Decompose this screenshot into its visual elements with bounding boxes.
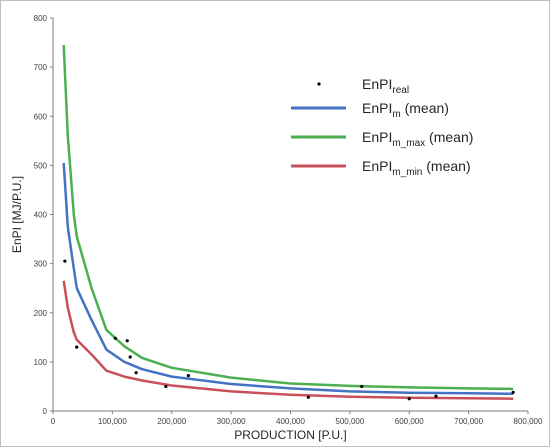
plot-area: 0 100,000 200,000 300,000 400,000 500,000 600,… [34, 14, 543, 426]
y-tick-label: 300 [34, 260, 48, 269]
scatter-point [360, 384, 364, 389]
scatter-point [407, 397, 411, 401]
x-ticks: 0 100,000 200,000 300,000 400,000 500,000 600,… [51, 411, 543, 426]
scatter-point [113, 336, 117, 340]
y-ticks: 0 100 200 300 400 500 600 700 800 [34, 14, 53, 416]
legend-label: EnPIm_max (mean) [362, 129, 473, 149]
y-tick-label: 400 [34, 211, 48, 220]
legend-label: EnPIreal [362, 76, 409, 96]
y-axis-title: EnPI [MJ/P.U.] [10, 176, 24, 253]
x-tick-label: 800,000 [514, 417, 543, 426]
legend-label: EnPIm (mean) [362, 100, 449, 120]
series-line-m-max [62, 44, 514, 391]
scatter-point [125, 339, 129, 343]
x-tick-label: 400,000 [276, 417, 305, 426]
scatter-point [75, 345, 79, 349]
scatter-point [434, 394, 438, 398]
y-tick-label: 200 [34, 309, 48, 318]
series-line-m [62, 162, 514, 396]
y-tick-label: 800 [34, 14, 48, 23]
y-tick-label: 600 [34, 112, 48, 121]
legend: EnPIreal EnPIm (mean) EnPIm_max (mean) EnPI… [291, 76, 473, 178]
x-tick-label: 0 [51, 417, 56, 426]
y-tick-label: 700 [34, 63, 48, 72]
x-tick-label: 100,000 [98, 417, 127, 426]
x-tick-label: 700,000 [454, 417, 483, 426]
scatter-point [306, 395, 310, 399]
legend-marker-real [317, 82, 321, 86]
x-tick-label: 500,000 [335, 417, 364, 426]
x-tick-label: 200,000 [157, 417, 186, 426]
y-tick-label: 100 [34, 358, 48, 367]
y-tick-label: 0 [43, 407, 48, 416]
legend-label: EnPIm_min (mean) [362, 158, 471, 178]
scatter-point [511, 390, 515, 394]
scatter-point [164, 384, 168, 389]
series-line-m-min [62, 280, 514, 400]
series-layer [62, 44, 515, 401]
x-tick-label: 600,000 [395, 417, 424, 426]
scatter-point [63, 259, 67, 263]
scatter-point [134, 371, 138, 375]
y-tick-label: 500 [34, 161, 48, 170]
scatter-point [186, 374, 190, 378]
x-axis-title: PRODUCTION [P.U.] [234, 428, 346, 442]
x-tick-label: 300,000 [217, 417, 246, 426]
scatter-point [128, 355, 132, 359]
